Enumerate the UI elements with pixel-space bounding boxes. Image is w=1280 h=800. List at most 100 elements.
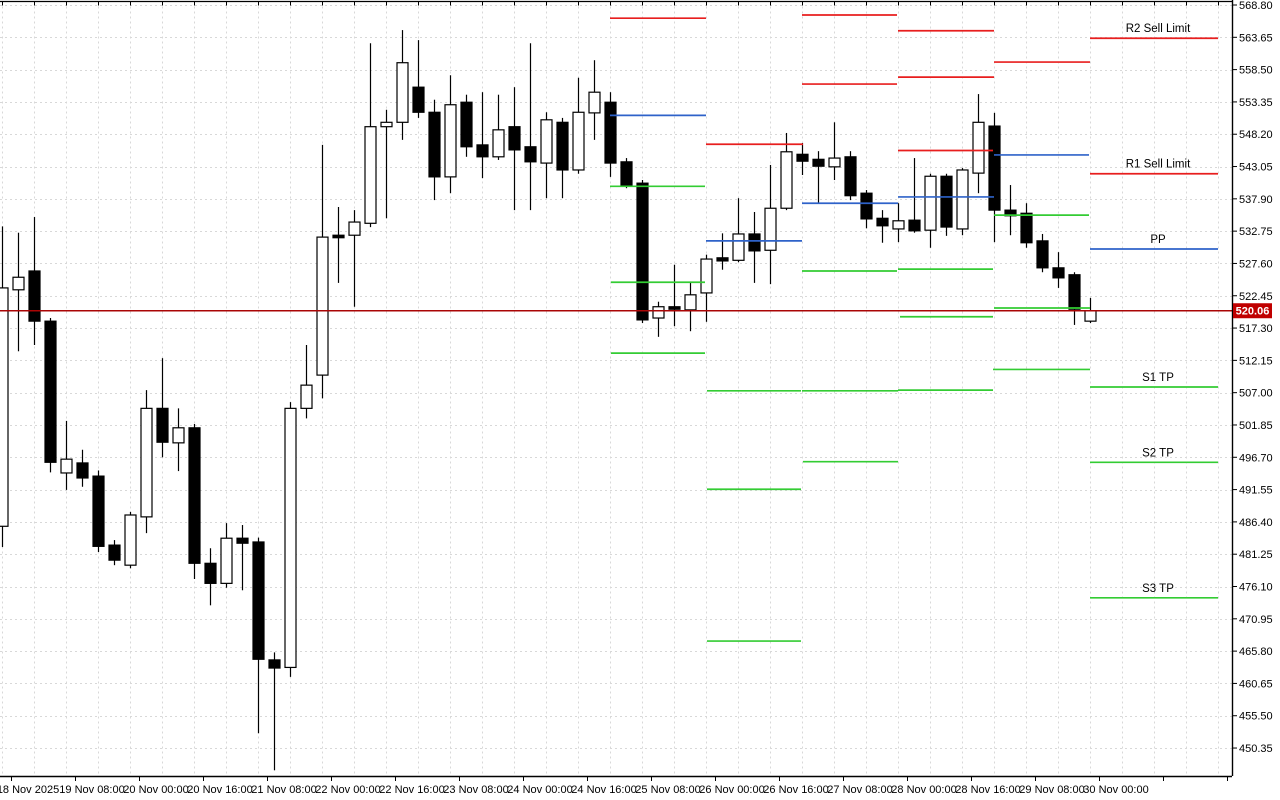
level-label-s3-tp: S3 TP xyxy=(1142,583,1174,595)
current-price-badge-label: 520.06 xyxy=(1236,306,1270,318)
candle-bearish xyxy=(748,233,761,252)
candle-bearish xyxy=(668,306,681,310)
candle-bullish xyxy=(540,119,553,164)
level-label-s1-tp: S1 TP xyxy=(1142,372,1174,384)
candle-bearish xyxy=(460,101,473,148)
price-tick-label: 470.95 xyxy=(1239,614,1273,626)
price-tick-label: 512.15 xyxy=(1239,355,1273,367)
price-tick-label: 501.85 xyxy=(1239,420,1273,432)
candle-bearish xyxy=(268,659,281,669)
candle-bullish xyxy=(764,207,777,251)
time-tick-label: 29 Nov 08:00 xyxy=(1019,784,1084,796)
candle-bearish xyxy=(236,537,249,544)
time-tick-label: 28 Nov 00:00 xyxy=(891,784,956,796)
candle-bearish xyxy=(812,158,825,167)
candle-bullish xyxy=(348,221,361,236)
time-tick-label: 21 Nov 08:00 xyxy=(251,784,316,796)
candle-bearish xyxy=(844,156,857,197)
candle-bullish xyxy=(732,233,745,261)
candle-bearish xyxy=(44,320,57,463)
price-tick-label: 455.50 xyxy=(1239,711,1273,723)
candle-bearish xyxy=(860,192,873,220)
price-tick-label: 543.05 xyxy=(1239,162,1273,174)
time-tick-label: 24 Nov 16:00 xyxy=(571,784,636,796)
candle-bullish xyxy=(700,258,713,294)
candle-bearish xyxy=(940,175,953,228)
candle-bullish xyxy=(588,91,601,114)
candle-bearish xyxy=(876,217,889,227)
level-label-s2-tp: S2 TP xyxy=(1142,447,1174,459)
time-tick-label: 25 Nov 08:00 xyxy=(635,784,700,796)
candle-bullish xyxy=(780,151,793,209)
candle-bearish xyxy=(908,219,921,232)
candle-bullish xyxy=(684,294,697,311)
price-tick-label: 486.40 xyxy=(1239,517,1273,529)
candle-bearish xyxy=(332,234,345,239)
price-tick-label: 496.70 xyxy=(1239,452,1273,464)
candle-bullish xyxy=(444,104,457,178)
candle-bearish xyxy=(508,126,521,151)
level-label-pp: PP xyxy=(1150,234,1166,246)
price-tick-label: 465.80 xyxy=(1239,646,1273,658)
price-tick-label: 568.80 xyxy=(1239,0,1273,12)
candle-bullish xyxy=(892,220,905,230)
price-tick-label: 491.55 xyxy=(1239,485,1273,497)
time-tick-label: 23 Nov 08:00 xyxy=(443,784,508,796)
time-tick-label: 22 Nov 00:00 xyxy=(315,784,380,796)
time-tick-label: 19 Nov 08:00 xyxy=(59,784,124,796)
time-tick-label: 27 Nov 08:00 xyxy=(827,784,892,796)
candle-bearish xyxy=(412,86,425,113)
candle-bearish xyxy=(556,121,569,171)
price-tick-label: 450.35 xyxy=(1239,743,1273,755)
candle-bullish xyxy=(364,126,377,224)
current-price-badge xyxy=(1233,303,1272,319)
candle-bullish xyxy=(316,236,329,376)
candle-bearish xyxy=(1052,267,1065,279)
candle-bearish xyxy=(1068,274,1081,310)
candle-bullish xyxy=(380,121,393,128)
candle-bearish xyxy=(716,257,729,262)
candle-bearish xyxy=(796,153,809,162)
candle-bullish xyxy=(972,121,985,174)
candle-bearish xyxy=(428,111,441,178)
price-tick-label: 527.60 xyxy=(1239,258,1273,270)
time-tick-label: 24 Nov 00:00 xyxy=(507,784,572,796)
candle-bullish xyxy=(0,287,9,527)
time-tick-label: 26 Nov 16:00 xyxy=(763,784,828,796)
price-tick-label: 532.75 xyxy=(1239,226,1273,238)
price-tick-label: 476.10 xyxy=(1239,582,1273,594)
candle-bullish xyxy=(924,175,937,231)
price-tick-label: 537.90 xyxy=(1239,194,1273,206)
candle-bearish xyxy=(108,544,121,561)
candle-bullish xyxy=(652,306,665,319)
candle-bearish xyxy=(252,541,265,660)
candle-bullish xyxy=(828,157,841,168)
candle-bearish xyxy=(76,462,89,479)
time-tick-label: 28 Nov 16:00 xyxy=(955,784,1020,796)
price-tick-label: 481.25 xyxy=(1239,549,1273,561)
time-tick-label: 26 Nov 00:00 xyxy=(699,784,764,796)
candle-bullish xyxy=(1084,310,1097,322)
candle-bearish xyxy=(28,270,41,322)
candle-bullish xyxy=(284,407,297,669)
price-tick-label: 548.20 xyxy=(1239,129,1273,141)
price-tick-label: 558.50 xyxy=(1239,65,1273,77)
candle-bearish xyxy=(1036,240,1049,269)
price-tick-label: 563.65 xyxy=(1239,32,1273,44)
candle-bullish xyxy=(12,276,25,291)
candle-bearish xyxy=(188,427,201,564)
time-tick-label: 30 Nov 00:00 xyxy=(1083,784,1148,796)
candle-bearish xyxy=(92,475,105,547)
candle-bullish xyxy=(220,537,233,584)
time-tick-label: 20 Nov 16:00 xyxy=(187,784,252,796)
candle-bullish xyxy=(300,384,313,409)
level-label-r1-sell-limit: R1 Sell Limit xyxy=(1126,159,1191,171)
time-tick-label: 20 Nov 00:00 xyxy=(123,784,188,796)
candle-bearish xyxy=(524,146,537,163)
price-tick-label: 553.35 xyxy=(1239,97,1273,109)
candle-bullish xyxy=(172,427,185,444)
price-tick-label: 517.30 xyxy=(1239,323,1273,335)
candle-bullish xyxy=(396,62,409,123)
